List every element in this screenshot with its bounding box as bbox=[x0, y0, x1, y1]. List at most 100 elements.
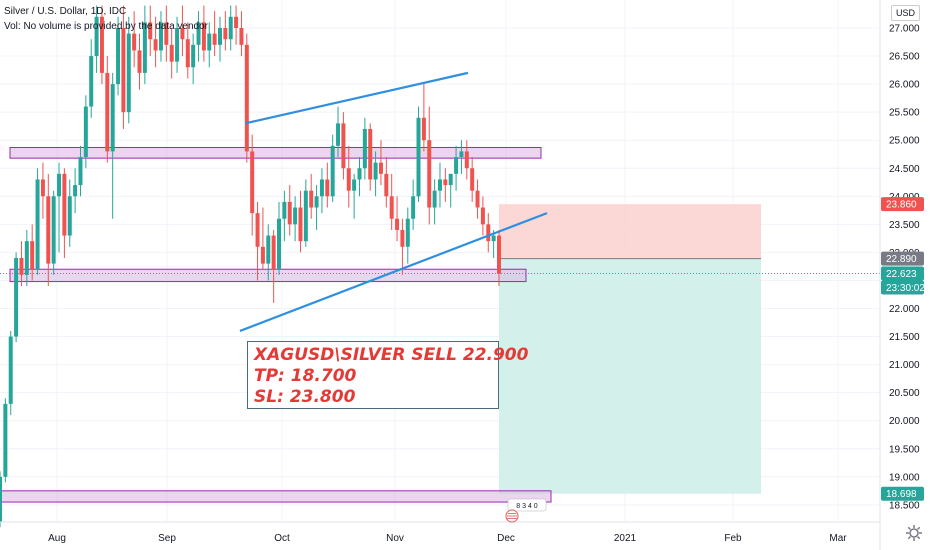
candle-body bbox=[217, 28, 222, 45]
candle-body bbox=[207, 33, 212, 51]
candle-body bbox=[389, 196, 394, 219]
candle-body bbox=[132, 33, 137, 51]
settings-gear-icon[interactable] bbox=[904, 523, 924, 543]
candle-body bbox=[395, 218, 400, 230]
event-badge[interactable]: 8 3 4 0 bbox=[505, 498, 547, 523]
candle-body bbox=[352, 179, 357, 191]
candle-body bbox=[158, 22, 163, 51]
candle-body bbox=[116, 28, 121, 85]
candle-body bbox=[78, 157, 83, 186]
symbol-title[interactable]: Silver / U.S. Dollar, 1D, IDC bbox=[4, 6, 127, 17]
trendline[interactable] bbox=[244, 71, 469, 125]
candle-body bbox=[277, 218, 282, 270]
candle-body bbox=[486, 224, 491, 242]
time-axis[interactable]: Aug Sep Oct Nov Dec 2021 Feb Mar bbox=[48, 533, 847, 544]
candle-body bbox=[239, 28, 244, 45]
currency-badge[interactable]: USD bbox=[891, 5, 920, 21]
candle-body bbox=[169, 44, 174, 62]
candle-body bbox=[459, 151, 464, 158]
candle-body bbox=[341, 123, 346, 169]
time-tick-label: Dec bbox=[497, 533, 515, 544]
candle-body bbox=[51, 196, 56, 264]
horizontal-zone[interactable] bbox=[0, 490, 552, 503]
candle-body bbox=[330, 145, 335, 197]
candle-body bbox=[14, 258, 19, 337]
take-profit-zone[interactable] bbox=[499, 258, 761, 494]
time-tick-label: Mar bbox=[829, 533, 847, 544]
trendlines[interactable] bbox=[239, 71, 548, 332]
candle-body bbox=[24, 241, 29, 275]
candle-body bbox=[443, 179, 448, 186]
price-tick-label: 23.500 bbox=[889, 220, 920, 231]
price-tick-label: 19.000 bbox=[889, 472, 920, 483]
candle-body bbox=[362, 128, 367, 169]
price-tick-label: 20.500 bbox=[889, 388, 920, 399]
stop-loss-tag-bg bbox=[881, 197, 924, 212]
price-tick-label: 25.000 bbox=[889, 136, 920, 147]
candle-body bbox=[99, 16, 104, 73]
candle-body bbox=[180, 28, 185, 40]
take-profit-tag-bg bbox=[881, 486, 924, 501]
candle-body bbox=[62, 173, 67, 236]
candle-body bbox=[94, 16, 99, 57]
candle-body bbox=[89, 56, 94, 107]
price-tick-label: 22.000 bbox=[889, 304, 920, 315]
candle-body bbox=[137, 50, 142, 73]
entry-tag: 22.890 bbox=[886, 254, 917, 265]
candle-body bbox=[454, 157, 459, 174]
candle-body bbox=[314, 196, 319, 208]
candle-body bbox=[121, 28, 126, 113]
candle-body bbox=[175, 28, 180, 62]
candle-body bbox=[57, 173, 62, 197]
candle-body bbox=[3, 403, 8, 477]
candle-body bbox=[432, 190, 437, 208]
candle-body bbox=[303, 190, 308, 242]
countdown-tag: 23:30:02 bbox=[886, 283, 925, 294]
candle-body bbox=[373, 162, 378, 180]
volume-note: Vol: No volume is provided by the data v… bbox=[4, 21, 209, 32]
time-tick-label: Feb bbox=[724, 533, 742, 544]
candle-body bbox=[19, 258, 24, 275]
candle-body bbox=[164, 22, 169, 45]
candle-body bbox=[142, 22, 147, 73]
candle-body bbox=[234, 16, 239, 28]
candle-body bbox=[319, 179, 324, 197]
time-tick-label: Aug bbox=[48, 533, 66, 544]
price-tick-label: 24.500 bbox=[889, 164, 920, 175]
candle-body bbox=[30, 241, 35, 270]
time-tick-label: Nov bbox=[386, 533, 404, 544]
last-price-tag-bg bbox=[881, 266, 924, 281]
stop-loss-tag: 23.860 bbox=[886, 200, 917, 211]
price-tick-label: 20.000 bbox=[889, 416, 920, 427]
candles bbox=[0, 5, 501, 528]
annotation-line-3: SL: 23.800 bbox=[254, 387, 356, 407]
price-tick-label: 18.500 bbox=[889, 500, 920, 511]
candle-body bbox=[309, 190, 314, 208]
candle-body bbox=[475, 190, 480, 208]
candle-body bbox=[153, 39, 158, 51]
candle-body bbox=[437, 179, 442, 191]
candle-body bbox=[421, 117, 426, 141]
candle-body bbox=[266, 235, 271, 264]
candle-body bbox=[416, 117, 421, 197]
candle-body bbox=[464, 151, 469, 169]
trade-annotation[interactable]: XAGUSD\SILVER SELL 22.900 TP: 18.700 SL:… bbox=[247, 341, 528, 409]
price-tick-label: 26.500 bbox=[889, 52, 920, 63]
candle-body bbox=[8, 336, 13, 404]
candle-body bbox=[411, 196, 416, 219]
price-tick-label: 21.500 bbox=[889, 332, 920, 343]
candle-body bbox=[201, 22, 206, 51]
trendline[interactable] bbox=[239, 212, 548, 332]
candle-body bbox=[212, 33, 217, 45]
candle-body bbox=[480, 207, 485, 225]
candle-body bbox=[448, 173, 453, 186]
candle-body bbox=[325, 179, 330, 197]
event-badge-text: 8 3 4 0 bbox=[516, 503, 538, 510]
candle-body bbox=[378, 162, 383, 174]
candle-body bbox=[384, 173, 389, 197]
candle-body bbox=[83, 106, 88, 158]
horizontal-zone[interactable] bbox=[9, 146, 542, 159]
stop-loss-zone[interactable] bbox=[499, 204, 761, 259]
annotation-line-2: TP: 18.700 bbox=[254, 366, 357, 386]
